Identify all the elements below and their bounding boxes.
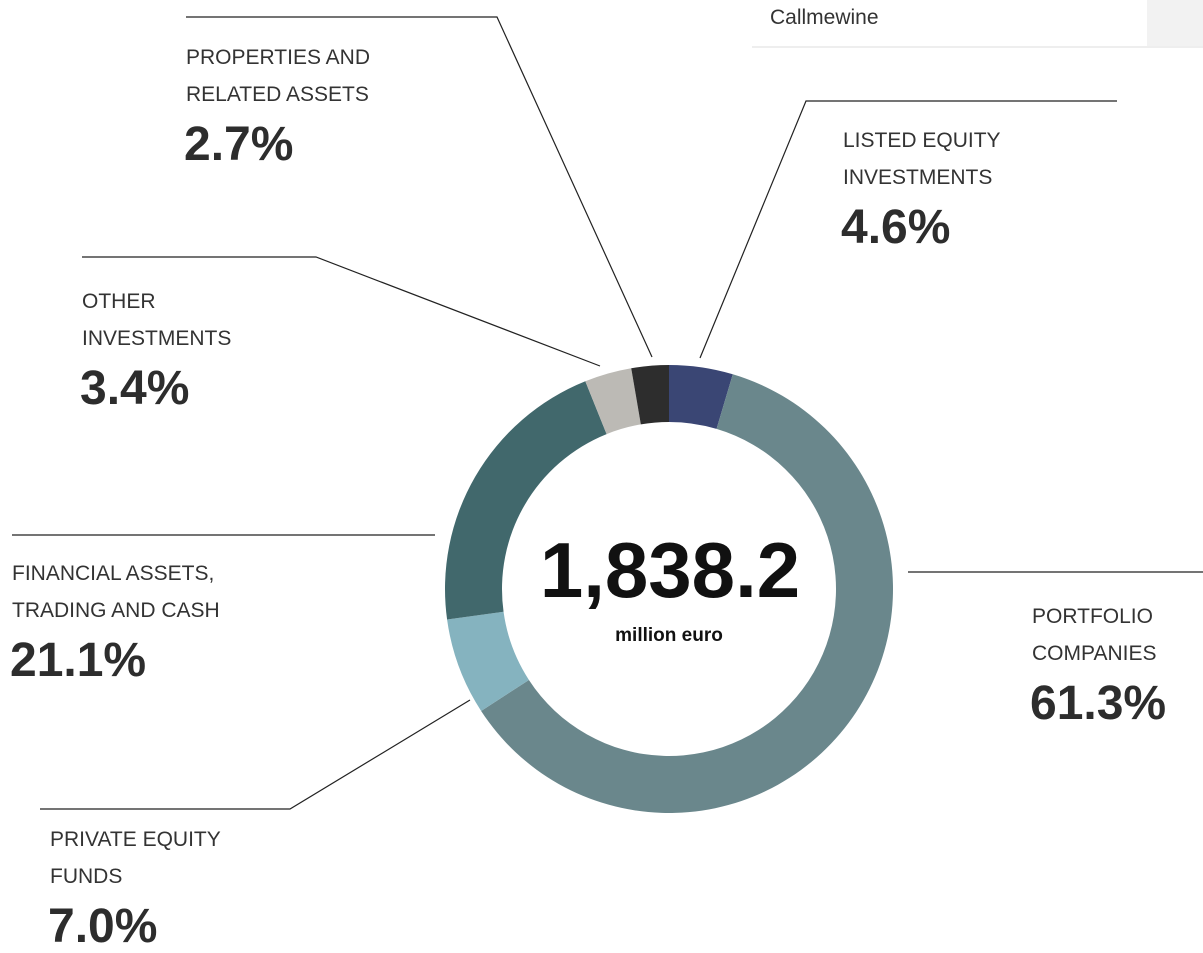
- value-label: 3.4%: [80, 362, 190, 415]
- header-box: [1147, 0, 1203, 46]
- leader-line: [186, 16, 653, 358]
- category-label: LISTED EQUITY INVESTMENTS: [843, 129, 1001, 189]
- category-label: PROPERTIES AND RELATED ASSETS: [186, 46, 370, 106]
- value-label: 21.1%: [10, 634, 147, 687]
- category-label: OTHER INVESTMENTS: [82, 290, 232, 350]
- value-label: 7.0%: [48, 900, 158, 953]
- center-sublabel: million euro: [615, 625, 723, 646]
- category-label: PORTFOLIO COMPANIES: [1032, 605, 1157, 665]
- header-text: Callmewine: [770, 6, 879, 29]
- donut-segment: [631, 365, 669, 425]
- center-label: 1,838.2: [540, 526, 800, 614]
- donut-segment: [585, 368, 641, 435]
- category-label: FINANCIAL ASSETS, TRADING AND CASH: [12, 562, 220, 622]
- donut-segment: [447, 611, 529, 711]
- value-label: 4.6%: [841, 201, 951, 254]
- value-label: 61.3%: [1030, 677, 1167, 730]
- leader-line: [82, 256, 601, 367]
- leader-line: [40, 699, 471, 810]
- donut-segment: [445, 381, 607, 620]
- donut-segment: [669, 365, 733, 429]
- category-label: PRIVATE EQUITY FUNDS: [50, 828, 221, 888]
- leader-line: [699, 100, 1117, 359]
- value-label: 2.7%: [184, 118, 294, 171]
